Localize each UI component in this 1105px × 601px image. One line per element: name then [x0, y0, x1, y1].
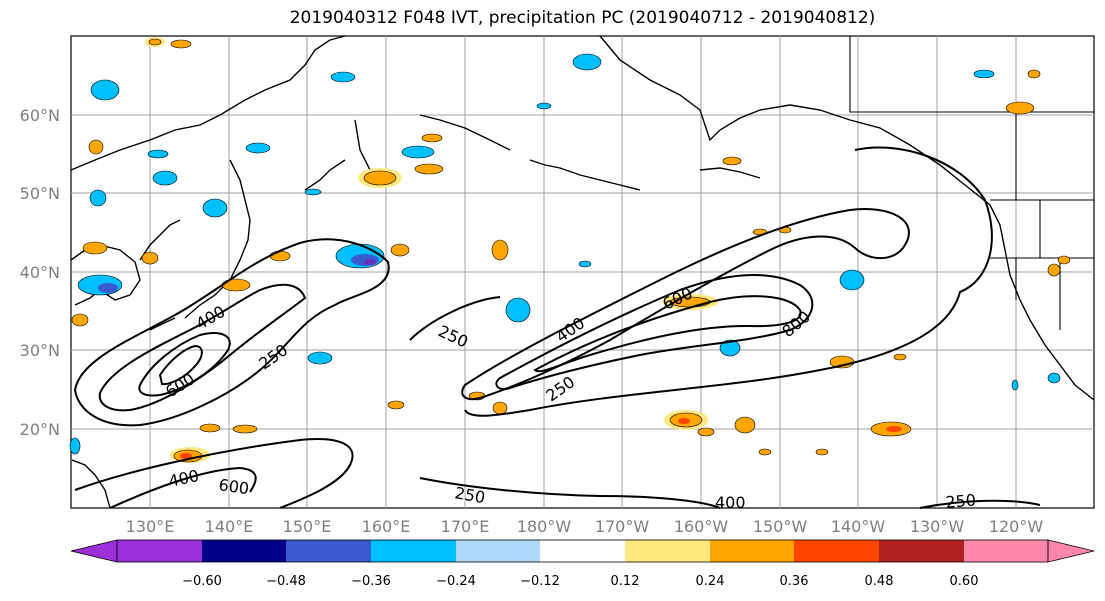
lat-tick: 60°N [20, 106, 60, 125]
lon-tick: 130°E [126, 517, 175, 536]
ivt-contours [73, 146, 1041, 509]
lat-tick: 30°N [20, 341, 60, 360]
colorbar-extend-low [70, 539, 118, 563]
colorbar-tick: −0.60 [182, 574, 222, 589]
colorbar-tick: −0.24 [436, 574, 476, 589]
precip-negative [69, 53, 1061, 455]
colorbar-swatch [117, 540, 202, 562]
lon-tick: 140°W [831, 517, 886, 536]
colorbar-swatch [540, 540, 625, 562]
colorbar-tick: 0.36 [780, 574, 809, 589]
lon-tick: 170°W [595, 517, 650, 536]
colorbar-swatch [964, 540, 1048, 562]
lon-tick: 140°E [205, 517, 254, 536]
lon-tick: 130°W [910, 517, 965, 536]
precip-positive [71, 37, 1071, 463]
colorbar-outline [116, 539, 1049, 563]
colorbar-swatch [879, 540, 964, 562]
colorbar-tick: 0.48 [865, 574, 894, 589]
lon-tick: 150°E [283, 517, 332, 536]
colorbar-extend-high [1047, 539, 1095, 563]
lon-tick: 160°W [674, 517, 729, 536]
lon-ticks: 130°E 140°E 150°E 160°E 170°E 180°W 170°… [126, 517, 1044, 536]
lon-tick: 150°W [753, 517, 808, 536]
colorbar-swatch [794, 540, 879, 562]
lat-ticks: 60°N 50°N 40°N 30°N 20°N [20, 106, 60, 439]
colorbar-swatch [371, 540, 456, 562]
lon-tick: 160°E [362, 517, 411, 536]
lon-tick: 120°W [989, 517, 1044, 536]
colorbar-tick: 0.24 [696, 574, 725, 589]
contour-label: 400 [715, 493, 746, 512]
colorbar-swatch [625, 540, 710, 562]
colorbar-swatch [202, 540, 286, 562]
colorbar: −0.60 −0.48 −0.36 −0.24 −0.12 0.12 0.24 … [70, 539, 1095, 589]
colorbar-swatch [456, 540, 540, 562]
colorbar-tick: −0.12 [520, 574, 560, 589]
map-title: 2019040312 F048 IVT, precipitation PC (2… [289, 8, 876, 28]
lat-tick: 40°N [20, 263, 60, 282]
lat-tick: 20°N [20, 420, 60, 439]
colorbar-tick: 0.60 [950, 574, 979, 589]
contour-label: 600 [217, 475, 250, 498]
contour-label: 250 [945, 490, 977, 512]
colorbar-swatch [710, 540, 794, 562]
lon-tick: 170°E [441, 517, 490, 536]
colorbar-tick: −0.48 [266, 574, 306, 589]
colorbar-tick: 0.12 [611, 574, 640, 589]
lon-tick: 180°W [517, 517, 572, 536]
colorbar-swatch [286, 540, 371, 562]
colorbar-tick: −0.36 [351, 574, 391, 589]
lat-tick: 50°N [20, 184, 60, 203]
